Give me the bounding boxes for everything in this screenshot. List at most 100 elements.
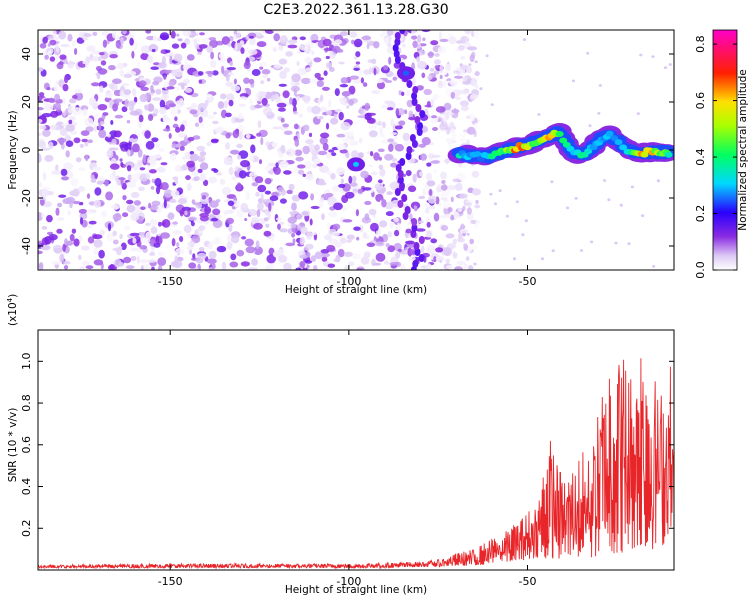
heatmap-cell <box>323 70 328 76</box>
heatmap-cell <box>435 196 440 205</box>
heatmap-cell <box>277 186 285 192</box>
heatmap-cell <box>406 89 411 96</box>
heatmap-cell <box>344 131 354 137</box>
heatmap-cell <box>59 128 68 136</box>
heatmap-cell <box>283 67 290 73</box>
signal-cell <box>559 137 568 144</box>
heatmap-cell <box>470 79 477 86</box>
colorbar-tick-label: 0.2 <box>694 205 707 223</box>
heatmap-cell <box>423 88 432 96</box>
heatmap-cell <box>361 35 372 41</box>
heatmap-cell <box>159 32 170 40</box>
heatmap-cell <box>312 265 318 270</box>
heatmap-cell <box>418 236 425 244</box>
heatmap-cell <box>374 241 385 247</box>
heatmap-cell <box>199 162 209 171</box>
heatmap-cell <box>238 170 247 179</box>
heatmap-cell <box>263 217 269 222</box>
heatmap-cell <box>78 234 83 243</box>
heatmap-cell <box>137 148 143 158</box>
heatmap-cell <box>170 107 179 117</box>
heatmap-cell <box>652 265 656 268</box>
heatmap-cell <box>172 230 182 235</box>
heatmap-cell <box>236 143 243 149</box>
heatmap-cell <box>377 179 383 184</box>
heatmap-cell <box>114 258 122 268</box>
heatmap-cell <box>44 54 49 60</box>
heatmap-cell <box>197 51 202 55</box>
heatmap-cell <box>418 220 424 224</box>
heatmap-cell <box>402 43 406 48</box>
heatmap-cell <box>150 84 154 92</box>
heatmap-cell <box>426 230 432 238</box>
spectrogram-image <box>38 30 674 270</box>
heatmap-cell <box>249 135 256 139</box>
heatmap-cell <box>308 132 313 138</box>
heatmap-cell <box>170 30 176 39</box>
heatmap-cell <box>199 173 206 182</box>
heatmap-cell <box>240 47 245 54</box>
heatmap-cell <box>259 66 264 70</box>
heatmap-cell <box>112 78 122 84</box>
heatmap-cell <box>408 185 417 193</box>
heatmap-cell <box>398 90 402 96</box>
heatmap-cell <box>223 210 228 216</box>
heatmap-cell <box>126 181 137 188</box>
heatmap-cell <box>295 156 304 162</box>
heatmap-cell <box>411 35 418 40</box>
heatmap-cell <box>249 36 256 46</box>
heatmap-cell <box>43 201 53 208</box>
heatmap-cell <box>383 64 388 71</box>
heatmap-cell <box>250 144 256 154</box>
heatmap-cell <box>115 246 122 256</box>
heatmap-cell <box>375 230 380 239</box>
heatmap-cell <box>297 164 306 169</box>
heatmap-cell <box>46 214 53 223</box>
heatmap-cell <box>364 213 370 221</box>
heatmap-cell <box>445 258 450 264</box>
heatmap-cell <box>261 74 268 78</box>
heatmap-cell <box>241 236 247 240</box>
heatmap-cell <box>178 98 184 106</box>
heatmap-cell <box>451 109 460 114</box>
heatmap-cell <box>58 61 64 65</box>
y-tick-label: 0.4 <box>20 478 33 496</box>
heatmap-cell <box>123 73 133 78</box>
heatmap-cell <box>443 102 452 111</box>
heatmap-cell <box>279 221 285 225</box>
heatmap-cell <box>129 37 134 46</box>
heatmap-cell <box>433 212 440 222</box>
heatmap-cell <box>231 205 236 210</box>
heatmap-cell <box>338 183 346 188</box>
heatmap-cell <box>463 263 468 270</box>
heatmap-cell <box>388 143 394 152</box>
heatmap-cell <box>291 232 296 238</box>
heatmap-cell <box>130 247 139 252</box>
heatmap-cell <box>306 105 313 113</box>
snr-frame <box>37 329 675 571</box>
heatmap-cell <box>291 202 297 211</box>
heatmap-cell <box>302 145 310 155</box>
heatmap-cell <box>283 262 292 270</box>
heatmap-cell <box>471 188 481 196</box>
heatmap-cell <box>298 191 309 200</box>
heatmap-cell <box>330 173 336 180</box>
heatmap-cell <box>444 158 450 164</box>
heatmap-cell <box>149 204 159 211</box>
heatmap-cell <box>351 175 357 183</box>
heatmap-cell <box>116 130 121 138</box>
heatmap-cell <box>248 78 255 85</box>
heatmap-cell <box>450 196 454 203</box>
heatmap-cell <box>446 265 453 269</box>
heatmap-cell <box>183 224 192 234</box>
heatmap-cell <box>225 142 230 150</box>
heatmap-cell <box>454 75 463 79</box>
heatmap-cell <box>97 104 108 111</box>
heatmap-cell <box>249 35 254 39</box>
heatmap-cell <box>377 148 385 153</box>
heatmap-cell <box>416 56 421 63</box>
heatmap-cell <box>69 233 75 242</box>
heatmap-cell <box>440 171 447 180</box>
heatmap-cell <box>192 202 203 206</box>
heatmap-cell <box>124 142 132 152</box>
